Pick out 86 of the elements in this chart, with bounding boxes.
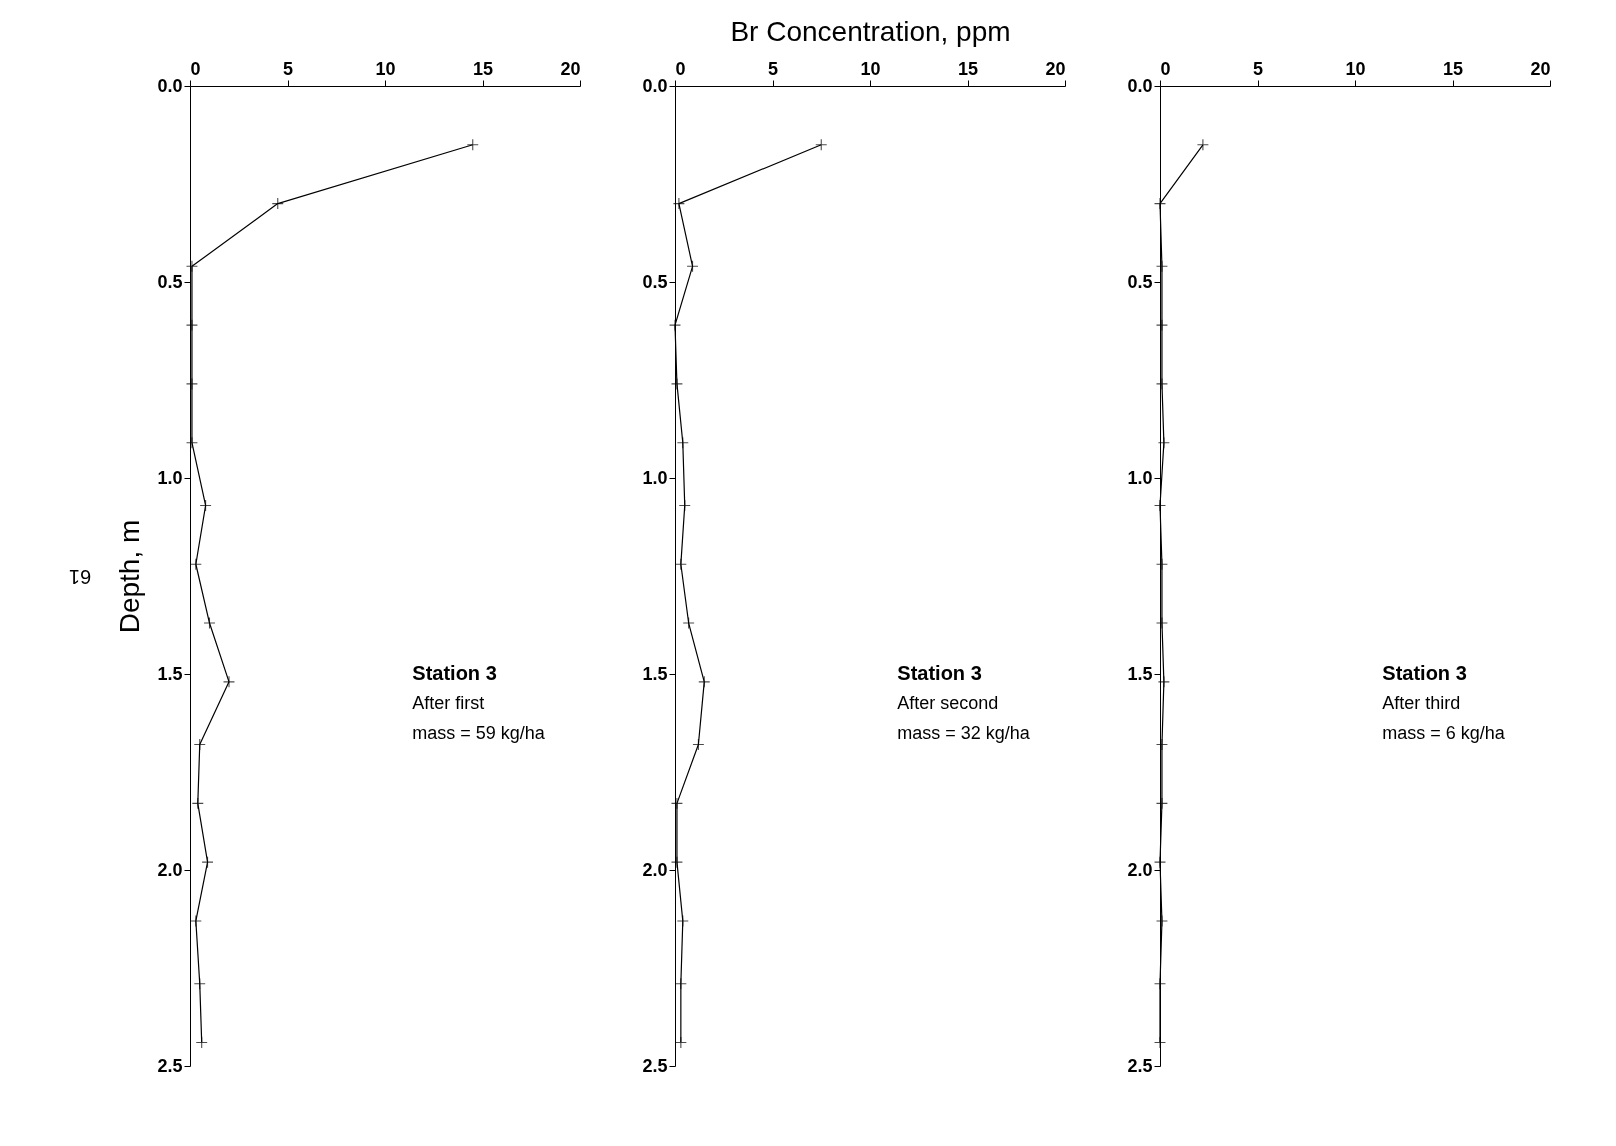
x-axis-title: Br Concentration, ppm	[730, 15, 1011, 47]
point	[193, 738, 206, 751]
point	[815, 138, 828, 151]
point	[195, 1036, 208, 1049]
y-tick-label: 0.5	[642, 271, 668, 292]
point	[1155, 558, 1168, 571]
annotation: Station 3	[412, 662, 497, 684]
point	[1155, 914, 1168, 927]
point	[191, 797, 204, 810]
point	[682, 617, 695, 630]
point	[692, 738, 705, 751]
point	[185, 377, 198, 390]
point	[676, 436, 689, 449]
y-axis-title: Depth, m	[114, 519, 146, 634]
point	[466, 138, 479, 151]
point	[698, 675, 711, 688]
x-tick-label: 0	[675, 58, 686, 79]
point	[203, 617, 216, 630]
y-tick-label: 1.0	[642, 467, 668, 488]
y-tick-label: 0.0	[157, 75, 183, 96]
point	[185, 319, 198, 332]
x-tick-label: 20	[1530, 58, 1551, 79]
x-tick-label: 20	[1045, 58, 1066, 79]
annotation: Station 3	[1382, 662, 1467, 684]
point	[193, 977, 206, 990]
x-tick-label: 0	[190, 58, 201, 79]
x-tick-label: 10	[1345, 58, 1366, 79]
point	[670, 797, 683, 810]
point	[676, 914, 689, 927]
point	[185, 260, 198, 273]
point	[668, 319, 682, 332]
annotation: mass = 32 kg/ha	[897, 723, 1031, 743]
point	[1157, 675, 1170, 688]
y-tick-label: 0.0	[642, 75, 668, 96]
x-tick-label: 20	[560, 58, 581, 79]
point	[1155, 797, 1168, 810]
point	[678, 499, 691, 512]
x-tick-label: 15	[472, 58, 494, 79]
point	[1155, 377, 1168, 390]
y-tick-label: 2.5	[642, 1055, 668, 1076]
annotation: After first	[412, 693, 485, 713]
annotation: mass = 6 kg/ha	[1382, 723, 1506, 743]
x-tick-label: 5	[282, 58, 294, 79]
y-tick-label: 1.0	[157, 467, 183, 488]
y-tick-label: 1.5	[157, 663, 183, 684]
point	[1157, 436, 1170, 449]
point	[1155, 617, 1168, 630]
y-tick-label: 0.5	[157, 271, 183, 292]
y-tick-label: 1.5	[642, 663, 668, 684]
x-tick-label: 10	[375, 58, 396, 79]
y-tick-label: 1.0	[1127, 467, 1153, 488]
y-tick-label: 2.0	[1127, 859, 1153, 880]
annotation: Station 3	[897, 662, 982, 684]
x-tick-label: 5	[767, 58, 779, 79]
y-tick-label: 1.5	[1127, 663, 1153, 684]
point	[1153, 856, 1167, 869]
point	[1153, 197, 1167, 210]
point	[1155, 319, 1168, 332]
point	[686, 260, 699, 273]
point	[185, 436, 198, 449]
point	[201, 856, 214, 869]
y-tick-label: 2.0	[642, 859, 668, 880]
x-tick-label: 0	[1160, 58, 1171, 79]
x-tick-label: 5	[1252, 58, 1264, 79]
point	[1155, 260, 1168, 273]
y-tick-label: 2.5	[157, 1055, 183, 1076]
point	[1196, 138, 1209, 151]
annotation: mass = 59 kg/ha	[412, 723, 546, 743]
x-tick-label: 10	[860, 58, 881, 79]
point	[222, 675, 236, 688]
point	[672, 197, 685, 210]
y-tick-label: 0.5	[1127, 271, 1153, 292]
point	[670, 377, 683, 390]
y-tick-label: 0.0	[1127, 75, 1153, 96]
text: 61	[68, 566, 92, 588]
annotation: After second	[897, 693, 999, 713]
point	[1153, 977, 1167, 990]
annotation: After third	[1382, 693, 1461, 713]
point	[271, 197, 284, 210]
point	[199, 499, 212, 512]
point	[1155, 738, 1168, 751]
y-tick-label: 2.5	[1127, 1055, 1153, 1076]
point	[670, 856, 683, 869]
y-tick-label: 2.0	[157, 859, 183, 880]
x-tick-label: 15	[957, 58, 979, 79]
x-tick-label: 15	[1442, 58, 1464, 79]
